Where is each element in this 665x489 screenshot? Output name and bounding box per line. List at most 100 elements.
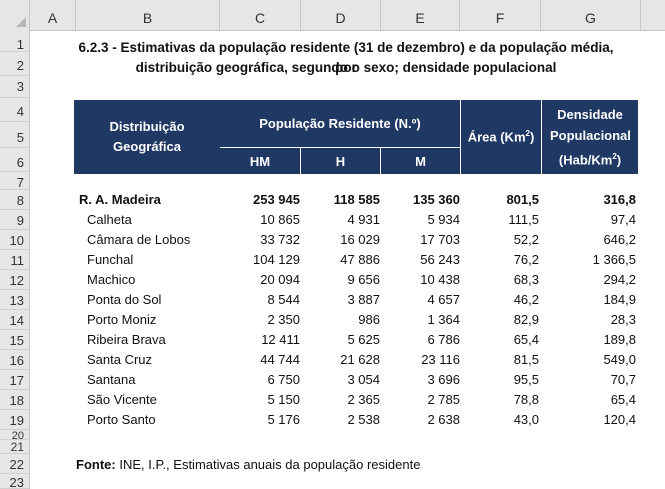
row-header-13[interactable]: 13 [0,290,29,310]
cell-m: 135 360 [413,192,460,207]
cell-dens: 189,8 [603,332,636,347]
row-label: São Vicente [87,392,157,407]
column-header-b[interactable]: B [76,0,220,30]
cell-h: 2 365 [347,392,380,407]
cell-m: 5 934 [427,212,460,227]
table-title-line1: 6.2.3 - Estimativas da população residen… [78,40,614,75]
cell-h: 47 886 [340,252,380,267]
row-header-20[interactable]: 20 [0,430,29,440]
column-header-e[interactable]: E [381,0,460,30]
row-label: Ponta do Sol [87,292,162,307]
table-row: Ponta do Sol 8 544 3 887 4 657 46,2 184,9 [74,290,654,310]
cell-m: 3 696 [427,372,460,387]
table-title-line2: distribuição geográfica, segundo o sexo;… [135,60,557,75]
cell-h: 118 585 [333,192,380,207]
cell-area: 111,5 [508,212,539,227]
column-header-bar: A B C D E F G [0,0,665,31]
row-header-6[interactable]: 6 [0,148,29,172]
cell-hm: 8 544 [267,292,300,307]
cell-area: 78,8 [513,392,539,407]
cell-h: 9 656 [347,272,380,287]
cell-dens: 316,8 [603,192,636,207]
cell-area: 52,2 [513,232,539,247]
row-header-17[interactable]: 17 [0,370,29,390]
row-header-1[interactable]: 1 [0,30,29,52]
row-label: R. A. Madeira [79,192,161,207]
cell-area: 801,5 [506,192,539,207]
cell-h: 3 887 [347,292,380,307]
row-header-10[interactable]: 10 [0,230,29,250]
row-header-19[interactable]: 19 [0,410,29,430]
cell-m: 17 703 [420,232,460,247]
table-row: Calheta 10 865 4 931 5 934 111,5 97,4 [74,210,654,230]
row-header-7[interactable]: 7 [0,172,29,190]
row-label: Santa Cruz [87,352,153,367]
row-header-4[interactable]: 4 [0,98,29,122]
table-row: R. A. Madeira 253 945 118 585 135 360 801,5 3… [74,190,654,210]
cell-area: 82,9 [513,312,539,327]
header-h: H [301,148,380,174]
cell-hm: 5 176 [267,412,300,427]
row-header-5[interactable]: 5 [0,122,29,148]
cell-area: 81,5 [513,352,539,367]
cell-h: 3 054 [347,372,380,387]
cell-hm: 104 129 [253,252,300,267]
cell-dens: 294,2 [603,272,636,287]
cell-h: 2 538 [347,412,380,427]
row-header-23[interactable]: 23 [0,474,29,489]
row-header-11[interactable]: 11 [0,250,29,270]
row-label: Calheta [87,212,132,227]
row-header-22[interactable]: 22 [0,454,29,474]
cell-area: 65,4 [513,332,539,347]
cell-h: 5 625 [347,332,380,347]
row-label: Santana [87,372,136,387]
table-row: Câmara de Lobos 33 732 16 029 17 703 52,2 646… [74,230,654,250]
cell-area: 95,5 [513,372,539,387]
row-header-16[interactable]: 16 [0,350,29,370]
column-header-f[interactable]: F [460,0,541,30]
column-header-d[interactable]: D [301,0,381,30]
cell-hm: 5 150 [267,392,300,407]
cell-hm: 6 750 [267,372,300,387]
column-header-a[interactable]: A [30,0,76,30]
cell-hm: 253 945 [253,192,300,207]
table-row: Santana 6 750 3 054 3 696 95,5 70,7 [74,370,654,390]
row-label: Porto Moniz [87,312,157,327]
row-header-14[interactable]: 14 [0,310,29,330]
row-header-3[interactable]: 3 [0,76,29,98]
table-row: Santa Cruz 44 744 21 628 23 116 81,5 549,0 [74,350,654,370]
cell-dens: 184,9 [603,292,636,307]
row-header-15[interactable]: 15 [0,330,29,350]
cell-m: 6 786 [427,332,460,347]
sheet-grid[interactable]: 6.2.3 - Estimativas da população residen… [30,30,665,489]
row-header-2[interactable]: 2 [0,52,29,76]
select-all-button[interactable] [0,0,30,30]
row-header-12[interactable]: 12 [0,270,29,290]
cell-h: 4 931 [347,212,380,227]
cell-dens: 646,2 [603,232,636,247]
cell-hm: 10 865 [260,212,300,227]
cell-m: 1 364 [427,312,460,327]
row-label: Machico [87,272,136,287]
cell-hm: 33 732 [260,232,300,247]
cell-m: 10 438 [420,272,460,287]
header-hm: HM [220,148,300,174]
row-header-9[interactable]: 9 [0,210,29,230]
cell-dens: 549,0 [603,352,636,367]
header-populacao: População Residente (N.º) [220,100,460,147]
row-header-18[interactable]: 18 [0,390,29,410]
cell-m: 23 116 [421,352,460,367]
cell-dens: 97,4 [610,212,636,227]
cell-hm: 2 350 [267,312,300,327]
column-header-g[interactable]: G [541,0,641,30]
header-distribuicao: Distribuição Geográfica [74,100,220,174]
cell-area: 43,0 [513,412,539,427]
table-row: Porto Santo 5 176 2 538 2 638 43,0 120,4 [74,410,654,430]
table-row: Funchal 104 129 47 886 56 243 76,2 1 366,5 [74,250,654,270]
row-header-8[interactable]: 8 [0,190,29,210]
row-header-21[interactable]: 21 [0,440,29,454]
column-header-c[interactable]: C [220,0,301,30]
table-row: Porto Moniz 2 350 986 1 364 82,9 28,3 [74,310,654,330]
row-label: Funchal [87,252,134,267]
